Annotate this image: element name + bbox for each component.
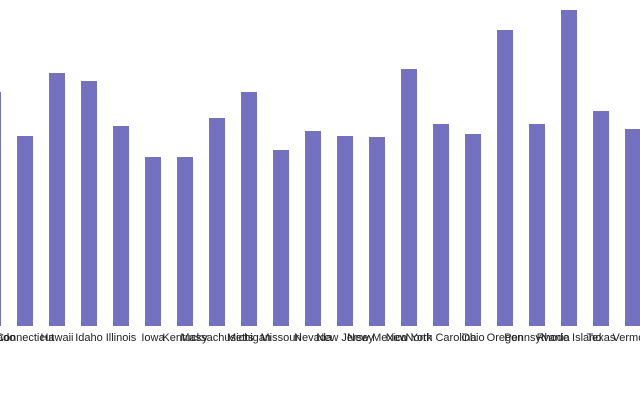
x-tick-label: Illinois bbox=[106, 332, 137, 344]
x-tick-label: Michigan bbox=[227, 332, 271, 344]
x-tick-label: New Mexico bbox=[347, 332, 407, 344]
bar bbox=[305, 131, 321, 326]
x-tick-label: Ohio bbox=[461, 332, 484, 344]
bar bbox=[561, 10, 577, 326]
x-tick-label: New York bbox=[386, 332, 433, 344]
bar bbox=[497, 30, 513, 326]
bar bbox=[113, 126, 129, 326]
x-tick-label: North Carolina bbox=[406, 332, 478, 344]
x-tick-label: Hawaii bbox=[40, 332, 73, 344]
bar bbox=[81, 81, 97, 326]
bar bbox=[177, 157, 193, 326]
bar bbox=[273, 150, 289, 326]
bar bbox=[337, 136, 353, 326]
bar bbox=[0, 92, 1, 326]
bar bbox=[433, 124, 449, 326]
x-tick-label: Idaho bbox=[75, 332, 103, 344]
bar bbox=[401, 69, 417, 326]
x-tick-label: Iowa bbox=[141, 332, 165, 344]
x-tick-label: Texas bbox=[587, 332, 616, 344]
x-tick-label: Kentucky bbox=[162, 332, 208, 344]
x-tick-label: Pennsylvania bbox=[504, 332, 570, 344]
x-tick-label: Connecticut bbox=[0, 332, 54, 344]
x-tick-label: Colorado bbox=[0, 332, 15, 344]
bar bbox=[625, 129, 640, 326]
bar bbox=[241, 92, 257, 326]
bar bbox=[465, 134, 481, 326]
x-tick-label: New Jersey bbox=[316, 332, 374, 344]
bar bbox=[593, 111, 609, 326]
bar bbox=[17, 136, 33, 326]
x-tick-label: Rhode Island bbox=[537, 332, 602, 344]
x-tick-label: Nevada bbox=[294, 332, 333, 344]
x-tick-label: Massachusetts bbox=[180, 332, 254, 344]
bar bbox=[209, 118, 225, 326]
x-tick-label: Missouri bbox=[261, 332, 302, 344]
x-tick-label: Oregon bbox=[487, 332, 524, 344]
bar bbox=[369, 137, 385, 326]
bar bbox=[145, 157, 161, 326]
bar bbox=[49, 73, 65, 326]
bar bbox=[529, 124, 545, 326]
x-tick-label: Vermont bbox=[613, 332, 640, 344]
